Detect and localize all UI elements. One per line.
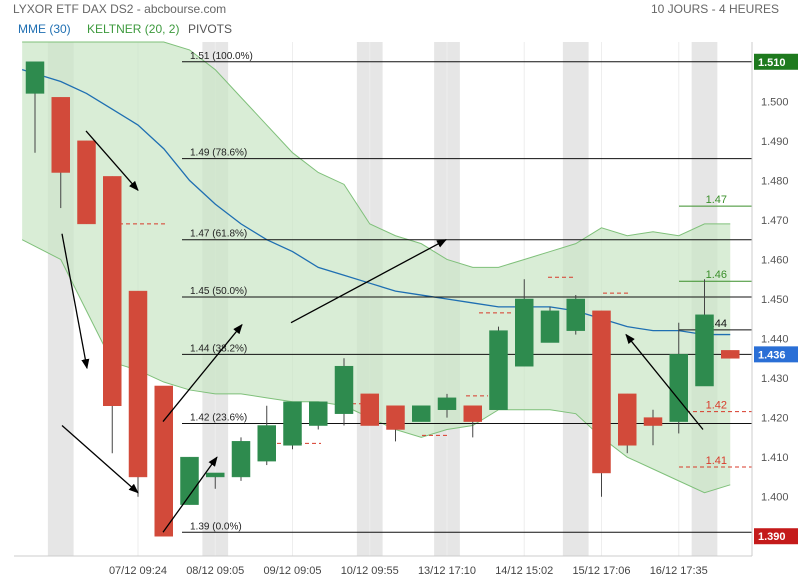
legend-keltner: KELTNER (20, 2) — [87, 22, 179, 36]
pivot-label: 1.42 (23.6%) — [190, 413, 247, 424]
x-tick-label: 07/12 09:24 — [109, 565, 167, 577]
pivot-label: 1.44 (38.2%) — [190, 343, 247, 354]
x-tick-label: 13/12 17:10 — [418, 565, 476, 577]
candle-body — [334, 365, 354, 414]
time-axis: 07/12 09:24 08/12 09:05 09/12 09:05 10/12 0… — [14, 555, 752, 577]
pivot-label: 1.51 (100.0%) — [190, 51, 253, 62]
y-tick-label: 1.410 — [761, 452, 789, 464]
candle-body — [77, 140, 96, 225]
trend-arrow — [85, 130, 139, 192]
trend-arrow — [162, 323, 243, 422]
x-tick-label: 10/12 09:55 — [341, 565, 399, 577]
candle-body — [51, 97, 70, 173]
ema30-line — [21, 69, 731, 336]
y-tick-label: 1.400 — [761, 492, 789, 504]
price-tag-box — [754, 346, 798, 363]
y-tick-label: 1.490 — [761, 136, 789, 148]
candle-body — [386, 405, 405, 430]
y-tick-label: 1.440 — [761, 334, 789, 346]
candle-body — [695, 314, 714, 387]
candle-body — [360, 393, 379, 426]
candle-body — [25, 61, 45, 94]
candle-body — [128, 290, 148, 478]
candle-body — [643, 417, 663, 426]
candle-body — [154, 385, 173, 537]
candle-body — [412, 405, 431, 422]
y-tick-label: 1.500 — [761, 96, 789, 108]
pivot-marker-label: 1.42 — [706, 400, 727, 412]
y-tick-label: 1.420 — [761, 413, 789, 425]
candle-body — [103, 176, 122, 407]
trend-arrow — [61, 425, 139, 494]
candle-body — [283, 401, 302, 446]
chart-title: LYXOR ETF DAX DS2 - abcbourse.com — [13, 2, 226, 16]
candle-body — [721, 350, 740, 359]
pivot-label: 1.39 (0.0%) — [190, 521, 242, 532]
trend-arrow — [162, 456, 218, 533]
trend-arrow — [61, 233, 90, 370]
candle-body — [566, 298, 585, 331]
x-tick-label: 15/12 17:06 — [572, 565, 630, 577]
price-tag-label: 1.436 — [758, 349, 786, 361]
keltner-fill — [22, 42, 731, 493]
trend-arrow — [290, 239, 447, 324]
price-tag-label: 1.510 — [758, 57, 786, 69]
price-tag-box — [754, 53, 798, 70]
y-tick-label: 1.430 — [761, 373, 789, 385]
price-tag-box — [754, 528, 798, 545]
candles — [25, 61, 740, 537]
legend-ema: MME (30) — [18, 22, 71, 36]
candle-body — [618, 393, 637, 446]
candle-body — [257, 425, 276, 462]
y-tick-label: 1.460 — [761, 254, 789, 266]
candle-body — [206, 472, 225, 478]
candle-body — [231, 441, 251, 478]
keltner-upper-line — [22, 41, 731, 268]
candle-body — [515, 298, 534, 367]
pivot-marker-label: 1.47 — [706, 194, 727, 206]
candle-body — [540, 310, 560, 343]
price-axis: 1.390 1.400 1.410 1.420 1.430 1.440 1.450 1.460… — [751, 42, 798, 556]
y-tick-label: 1.450 — [761, 294, 789, 306]
trend-arrow — [625, 333, 704, 430]
candle-body — [180, 456, 199, 505]
x-tick-label: 16/12 17:35 — [650, 565, 708, 577]
period-label: 10 JOURS - 4 HEURES — [651, 2, 779, 16]
x-tick-label: 08/12 09:05 — [186, 565, 244, 577]
y-tick-label: 1.480 — [761, 175, 789, 187]
pivot-marker-label: 1.41 — [706, 455, 727, 467]
pivot-marker-label: 1.46 — [706, 269, 727, 281]
candle-body — [669, 354, 688, 422]
candle-body — [489, 330, 508, 410]
ema-line — [21, 69, 731, 336]
candle-body — [309, 401, 328, 426]
pivot-label: 1.45 (50.0%) — [190, 286, 247, 297]
candle-body — [437, 397, 457, 410]
price-tag-label: 1.390 — [758, 531, 786, 543]
pivot-label: 1.47 (61.8%) — [190, 229, 247, 240]
candle-body — [592, 310, 611, 474]
legend-pivots: PIVOTS — [188, 22, 232, 36]
trend-arrows — [61, 130, 704, 533]
chart-header: LYXOR ETF DAX DS2 - abcbourse.com 10 JOU… — [13, 2, 779, 36]
y-tick-label: 1.470 — [761, 215, 789, 227]
x-tick-label: 14/12 15:02 — [495, 565, 553, 577]
candle-body — [463, 405, 482, 422]
x-tick-label: 09/12 09:05 — [263, 565, 321, 577]
pivot-label: 1.49 (78.6%) — [190, 148, 247, 159]
